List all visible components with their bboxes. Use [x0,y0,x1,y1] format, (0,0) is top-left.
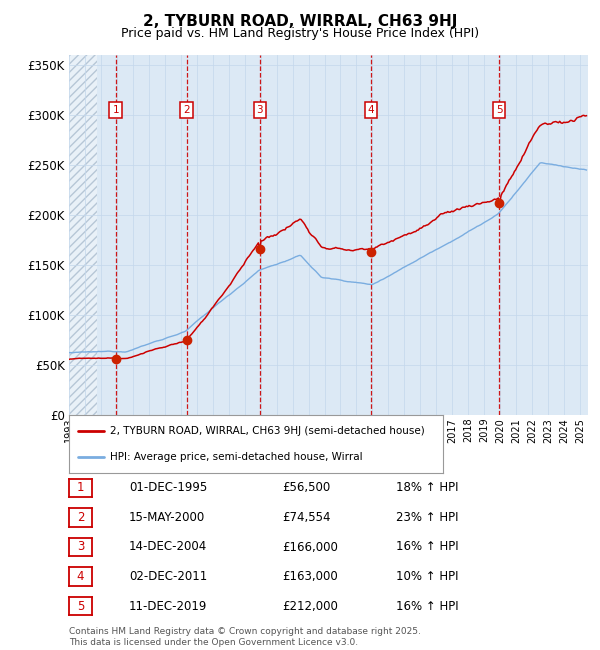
Text: 10% ↑ HPI: 10% ↑ HPI [396,570,458,583]
Text: 2, TYBURN ROAD, WIRRAL, CH63 9HJ (semi-detached house): 2, TYBURN ROAD, WIRRAL, CH63 9HJ (semi-d… [110,426,425,436]
Text: 16% ↑ HPI: 16% ↑ HPI [396,541,458,554]
Text: 2, TYBURN ROAD, WIRRAL, CH63 9HJ: 2, TYBURN ROAD, WIRRAL, CH63 9HJ [143,14,457,29]
Text: 5: 5 [496,105,503,115]
Text: 2: 2 [77,511,84,524]
Text: 4: 4 [77,570,84,583]
Text: 1: 1 [112,105,119,115]
Bar [69,55,97,415]
Text: Contains HM Land Registry data © Crown copyright and database right 2025.
This d: Contains HM Land Registry data © Crown c… [69,627,421,647]
Text: 15-MAY-2000: 15-MAY-2000 [129,511,205,524]
Text: Price paid vs. HM Land Registry's House Price Index (HPI): Price paid vs. HM Land Registry's House … [121,27,479,40]
Text: 3: 3 [257,105,263,115]
Text: 1: 1 [77,481,84,494]
Text: 18% ↑ HPI: 18% ↑ HPI [396,481,458,494]
Text: 23% ↑ HPI: 23% ↑ HPI [396,511,458,524]
Text: 14-DEC-2004: 14-DEC-2004 [129,541,207,554]
Text: 11-DEC-2019: 11-DEC-2019 [129,600,208,613]
Text: £74,554: £74,554 [282,511,331,524]
Bar [69,55,97,415]
Text: 5: 5 [77,600,84,613]
Text: 16% ↑ HPI: 16% ↑ HPI [396,600,458,613]
Text: 01-DEC-1995: 01-DEC-1995 [129,481,207,494]
Text: 3: 3 [77,541,84,554]
Text: HPI: Average price, semi-detached house, Wirral: HPI: Average price, semi-detached house,… [110,452,363,462]
Text: £56,500: £56,500 [282,481,330,494]
Text: £212,000: £212,000 [282,600,338,613]
Text: £166,000: £166,000 [282,541,338,554]
Text: 4: 4 [368,105,374,115]
Text: 2: 2 [184,105,190,115]
Text: £163,000: £163,000 [282,570,338,583]
Text: 02-DEC-2011: 02-DEC-2011 [129,570,207,583]
